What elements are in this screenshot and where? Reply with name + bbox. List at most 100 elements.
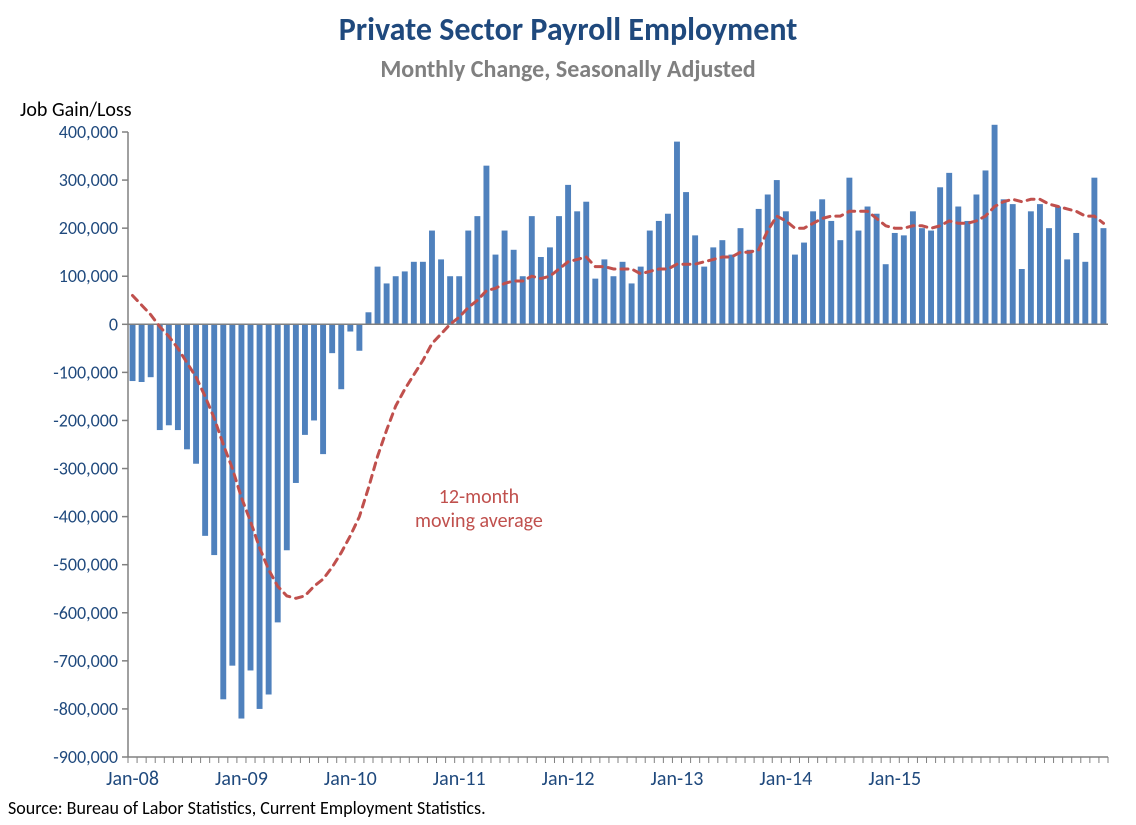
bar: [937, 187, 943, 324]
ytick-label: 400,000: [59, 121, 118, 143]
bar: [792, 255, 798, 325]
bar: [139, 324, 145, 382]
bar: [211, 324, 217, 555]
bar: [892, 233, 898, 324]
bar: [946, 173, 952, 324]
bar: [828, 221, 834, 324]
bar: [257, 324, 263, 709]
yaxis-title: Job Gain/Loss: [20, 98, 132, 122]
bar: [130, 324, 136, 381]
bar: [565, 185, 571, 324]
chart-svg: -900,000 -800,000 -700,000 -600,000 -500,000…: [0, 0, 1136, 825]
bar: [429, 231, 435, 325]
bar: [774, 180, 780, 324]
bar: [366, 312, 372, 324]
bar: [1019, 269, 1025, 324]
ytick-label: -200,000: [53, 409, 118, 431]
bar: [1073, 233, 1079, 324]
annotation-line1: 12-month: [439, 485, 519, 509]
bar: [547, 247, 553, 324]
bar: [1037, 204, 1043, 324]
bar: [1046, 228, 1052, 324]
bar: [1055, 207, 1061, 325]
bar: [148, 324, 154, 377]
bar: [238, 324, 244, 718]
bar: [520, 276, 526, 324]
bar: [964, 221, 970, 324]
bar: [810, 211, 816, 324]
bar: [883, 264, 889, 324]
ytick-label: 200,000: [59, 217, 118, 239]
bar: [983, 170, 989, 324]
ytick-label: 0: [109, 313, 118, 335]
ytick-label: -500,000: [53, 554, 118, 576]
bar: [765, 195, 771, 325]
bar: [175, 324, 181, 430]
bar: [683, 192, 689, 324]
bar: [901, 235, 907, 324]
ytick-label: -800,000: [53, 698, 118, 720]
bar: [184, 324, 190, 449]
chart-subtitle: Monthly Change, Seasonally Adjusted: [0, 55, 1136, 84]
bar: [402, 271, 408, 324]
bar: [411, 262, 417, 325]
bar: [638, 267, 644, 325]
ytick-label: -900,000: [53, 746, 118, 768]
bar: [229, 324, 235, 665]
chart-title: Private Sector Payroll Employment: [0, 10, 1136, 49]
moving-average-annotation: 12-month moving average: [415, 485, 543, 533]
bar: [592, 279, 598, 325]
xtick-label: Jan-12: [542, 767, 595, 791]
bar: [284, 324, 290, 550]
ytick-label: 100,000: [59, 265, 118, 287]
bar: [1010, 204, 1016, 324]
bar: [647, 231, 653, 325]
bar: [275, 324, 281, 622]
bar: [783, 211, 789, 324]
bar: [347, 324, 353, 331]
xtick-label: Jan-09: [215, 767, 268, 791]
bar: [692, 235, 698, 324]
ytick-label: -700,000: [53, 650, 118, 672]
bar: [202, 324, 208, 536]
bar: [919, 228, 925, 324]
bar: [719, 240, 725, 324]
annotation-line2: moving average: [415, 509, 543, 533]
ytick-label: -400,000: [53, 506, 118, 528]
bar: [302, 324, 308, 435]
bar: [1091, 178, 1097, 325]
bar: [865, 207, 871, 325]
chart-container: Private Sector Payroll Employment Monthl…: [0, 0, 1136, 825]
bar: [538, 257, 544, 324]
bar: [447, 276, 453, 324]
xtick-label: Jan-15: [868, 767, 921, 791]
bar: [1028, 211, 1034, 324]
bar: [502, 231, 508, 325]
source-text: Source: Bureau of Labor Statistics, Curr…: [8, 797, 486, 819]
bar: [992, 125, 998, 325]
bar: [311, 324, 317, 420]
bar: [511, 250, 517, 325]
xtick-label: Jan-10: [324, 767, 377, 791]
bar: [856, 231, 862, 325]
ytick-label: -100,000: [53, 361, 118, 383]
bar: [747, 250, 753, 325]
bar: [701, 267, 707, 325]
bar: [629, 283, 635, 324]
bar: [574, 211, 580, 324]
xtick-label: Jan-11: [433, 767, 486, 791]
bar: [656, 221, 662, 324]
bar: [157, 324, 163, 430]
bar: [220, 324, 226, 699]
bar: [1064, 259, 1070, 324]
bar: [320, 324, 326, 454]
bar: [874, 214, 880, 325]
ytick-label: -600,000: [53, 602, 118, 624]
ytick-label: -300,000: [53, 458, 118, 480]
bar: [801, 243, 807, 325]
xtick-label: Jan-08: [106, 767, 159, 791]
bar: [193, 324, 199, 463]
bar: [384, 283, 390, 324]
bar: [1101, 228, 1107, 324]
bar: [356, 324, 362, 350]
